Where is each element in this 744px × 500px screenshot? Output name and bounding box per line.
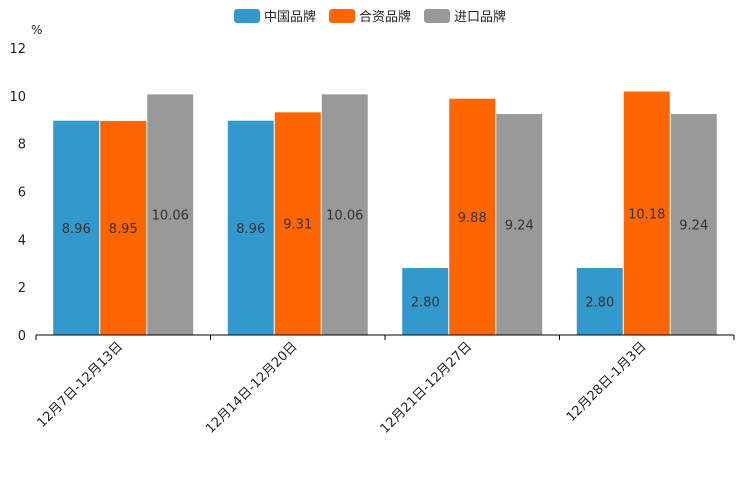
bar [623, 91, 670, 335]
data-label: 8.96 [236, 222, 265, 237]
y-tick-label: 2 [18, 281, 26, 296]
data-label: 8.96 [62, 222, 91, 237]
legend-label: 中国品牌 [264, 9, 316, 25]
data-label: 10.06 [152, 209, 189, 224]
y-unit-label: % [31, 23, 42, 37]
bar [576, 268, 623, 335]
bar [402, 268, 449, 335]
y-tick-label: 8 [18, 138, 26, 153]
data-label: 10.18 [628, 207, 665, 222]
bar [449, 98, 496, 335]
data-label: 9.88 [458, 211, 487, 226]
y-tick-label: 6 [18, 186, 26, 201]
x-category-label: 12月28日-1月3日 [564, 339, 650, 425]
x-axis: 12月7日-12月13日 12月14日-12月20日 12月21日-12月27日 12… [34, 334, 735, 437]
bar [147, 94, 194, 335]
bar [321, 94, 368, 335]
y-axis: 0 2 4 6 8 10 12 [9, 42, 26, 344]
y-tick-label: 12 [9, 42, 26, 57]
bar [670, 114, 717, 335]
legend: 中国品牌 合资品牌 进口品牌 [234, 9, 506, 25]
data-label: 8.95 [109, 222, 138, 237]
legend-swatch [424, 9, 450, 23]
x-category-label: 12月14日-12月20日 [203, 339, 300, 436]
y-tick-label: 10 [9, 90, 26, 105]
data-labels: 8.96 8.95 10.06 8.96 9.31 10.06 2.80 9.88 9.24 2.… [62, 207, 708, 310]
legend-label: 进口品牌 [454, 9, 506, 25]
x-category-label: 12月21日-12月27日 [378, 339, 475, 436]
bars [53, 91, 717, 335]
legend-label: 合资品牌 [359, 9, 411, 25]
data-label: 2.80 [585, 296, 614, 311]
x-category-label: 12月7日-12月13日 [34, 339, 126, 431]
bar [227, 120, 274, 335]
data-label: 9.31 [283, 218, 312, 233]
y-tick-label: 0 [18, 329, 26, 344]
legend-swatch [234, 9, 260, 23]
bar [496, 114, 543, 335]
legend-swatch [329, 9, 355, 23]
bar [274, 112, 321, 335]
data-label: 9.24 [679, 219, 708, 234]
data-label: 2.80 [411, 296, 440, 311]
y-tick-label: 4 [18, 233, 26, 248]
data-label: 10.06 [326, 209, 363, 224]
data-label: 9.24 [505, 219, 534, 234]
bar [53, 120, 100, 335]
bar [100, 120, 147, 335]
